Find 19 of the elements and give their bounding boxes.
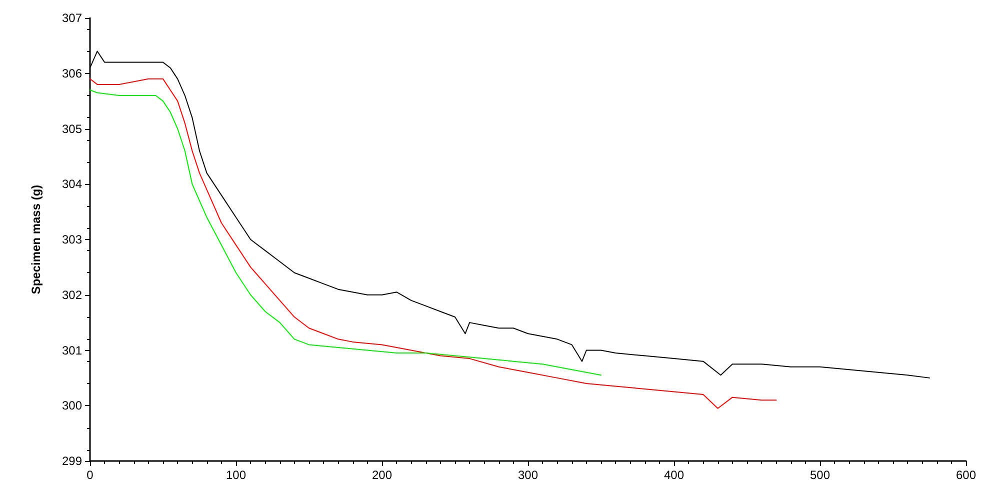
y-tick-label: 300 — [62, 398, 82, 413]
x-tick-label: 600 — [956, 468, 976, 481]
y-tick-label: 304 — [62, 177, 82, 192]
y-tick-label: 302 — [62, 288, 82, 302]
x-tick-label: 300 — [518, 468, 538, 481]
y-tick-label: 301 — [62, 343, 82, 358]
y-tick-label: 303 — [62, 232, 82, 246]
line-series — [90, 78, 777, 409]
x-tick-label: 500 — [810, 468, 830, 481]
line-series — [90, 89, 602, 376]
x-tick-label: 200 — [372, 468, 392, 481]
y-axis-title: Specimen mass (g) — [29, 184, 43, 294]
y-tick-label: 306 — [62, 66, 82, 80]
x-tick-label: 0 — [86, 468, 94, 481]
x-tick-label: 400 — [664, 468, 684, 481]
y-tick-label: 307 — [62, 11, 82, 25]
y-tick-label: 305 — [62, 122, 82, 136]
y-tick-label: 299 — [62, 454, 82, 468]
x-tick-label: 100 — [226, 468, 246, 481]
